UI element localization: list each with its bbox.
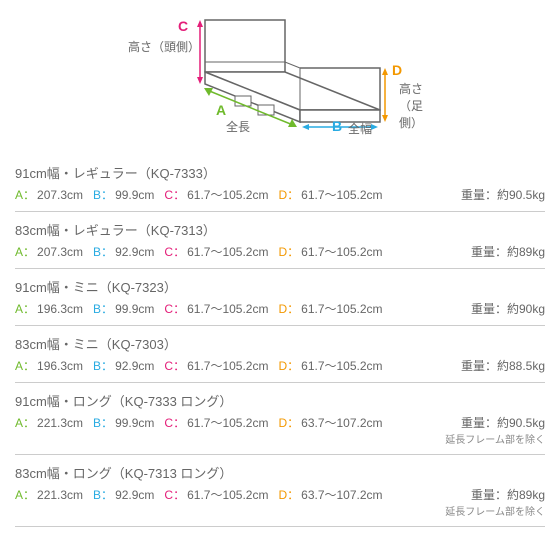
spec-row: A：207.3cmB：92.9cmC：61.7～105.2cmD：61.7～10… [15,243,545,260]
dim-key-c: C： [164,186,185,203]
spec-title: 91cm幅・レギュラー（KQ-7333） [15,163,545,182]
weight-value: 重量：約90kg [471,302,545,316]
dim-val-b: 99.9cm [115,188,154,202]
weight-value: 重量：約88.5kg [461,359,545,373]
bed-diagram: C 高さ（頭側） D 高さ（足側） A 全長 B 全幅 [130,10,430,140]
dim-val-d: 61.7～105.2cm [301,300,382,317]
spec-row: A：221.3cm B：92.9cm C：61.7～105.2cm D：63.7～10… [15,486,545,518]
dim-key-b: B： [93,414,113,431]
weight-col: 重量：約89kg延長フレーム部を除く [445,486,545,518]
spec-block: 91cm幅・レギュラー（KQ-7333）A：207.3cmB：99.9cmC：6… [15,155,545,212]
dim-key-b: B： [93,300,113,317]
spec-block: 83cm幅・レギュラー（KQ-7313）A：207.3cmB：92.9cmC：6… [15,212,545,269]
dim-val-a: 221.3cm [37,488,83,502]
dim-val-c: 61.7～105.2cm [187,300,268,317]
dim-val-b: 92.9cm [115,488,154,502]
dim-val-b: 99.9cm [115,416,154,430]
dim-val-d: 61.7～105.2cm [301,186,382,203]
dim-val-a: 207.3cm [37,245,83,259]
dim-key-c: C： [164,357,185,374]
dim-key-b: B： [93,357,113,374]
dim-key-d: D： [278,357,299,374]
weight-value: 重量：約90.5kg [461,188,545,202]
spec-row: A：221.3cm B：99.9cm C：61.7～105.2cm D：63.7～10… [15,414,545,446]
weight-value: 重量：約90.5kg [461,416,545,430]
dim-val-d: 63.7～107.2cm [301,486,382,503]
spec-title: 91cm幅・ロング（KQ-7333 ロング） [15,391,545,410]
weight-value: 重量：約89kg [471,245,545,259]
dim-val-a: 207.3cm [37,188,83,202]
dim-val-c: 61.7～105.2cm [187,357,268,374]
spec-title: 83cm幅・レギュラー（KQ-7313） [15,220,545,239]
spec-title: 91cm幅・ミニ（KQ-7323） [15,277,545,296]
spec-block: 83cm幅・ミニ（KQ-7303）A：196.3cmB：92.9cmC：61.7… [15,326,545,383]
label-a-letter: A [216,102,226,118]
label-b-text: 全幅 [348,120,372,137]
dim-key-d: D： [278,243,299,260]
dim-val-a: 196.3cm [37,302,83,316]
dim-val-d: 61.7～105.2cm [301,357,382,374]
dim-key-a: A： [15,414,35,431]
spec-title: 83cm幅・ミニ（KQ-7303） [15,334,545,353]
weight-col: 重量：約90kg [471,300,545,317]
dim-key-b: B： [93,486,113,503]
label-a-text: 全長 [226,118,250,135]
spec-row: A：207.3cmB：99.9cmC：61.7～105.2cmD：61.7～10… [15,186,545,203]
spec-row: A：196.3cmB：99.9cmC：61.7～105.2cmD：61.7～10… [15,300,545,317]
dim-key-d: D： [278,186,299,203]
label-c-text: 高さ（頭側） [128,38,200,55]
dim-key-a: A： [15,357,35,374]
dim-key-b: B： [93,186,113,203]
dim-val-b: 92.9cm [115,359,154,373]
dim-key-d: D： [278,300,299,317]
dim-val-c: 61.7～105.2cm [187,186,268,203]
weight-note: 延長フレーム部を除く [445,503,545,518]
dim-key-c: C： [164,243,185,260]
dim-key-a: A： [15,186,35,203]
weight-note: 延長フレーム部を除く [445,431,545,446]
dim-val-c: 61.7～105.2cm [187,414,268,431]
dim-key-c: C： [164,414,185,431]
dim-val-c: 61.7～105.2cm [187,243,268,260]
spec-title: 83cm幅・ロング（KQ-7313 ロング） [15,463,545,482]
dim-val-a: 196.3cm [37,359,83,373]
spec-block: 83cm幅・ロング（KQ-7313 ロング） A：221.3cm B：92.9cm C… [15,455,545,527]
dim-key-a: A： [15,243,35,260]
dim-val-a: 221.3cm [37,416,83,430]
specs-list: 91cm幅・レギュラー（KQ-7333）A：207.3cmB：99.9cmC：6… [15,155,545,527]
weight-col: 重量：約88.5kg [461,357,545,374]
spec-block: 91cm幅・ロング（KQ-7333 ロング） A：221.3cm B：99.9cm C… [15,383,545,455]
dim-key-a: A： [15,300,35,317]
label-c-letter: C [178,18,188,34]
dim-val-b: 99.9cm [115,302,154,316]
dim-key-c: C： [164,300,185,317]
dim-val-d: 61.7～105.2cm [301,243,382,260]
weight-value: 重量：約89kg [471,488,545,502]
label-b-letter: B [332,118,342,134]
bed-svg [130,10,430,140]
label-d-letter: D [392,62,402,78]
label-d-text: 高さ（足側） [392,80,430,131]
weight-col: 重量：約90.5kg [461,186,545,203]
dim-val-d: 63.7～107.2cm [301,414,382,431]
dim-key-d: D： [278,486,299,503]
dim-key-b: B： [93,243,113,260]
dim-key-a: A： [15,486,35,503]
weight-col: 重量：約90.5kg延長フレーム部を除く [445,414,545,446]
weight-col: 重量：約89kg [471,243,545,260]
dim-key-d: D： [278,414,299,431]
spec-row: A：196.3cmB：92.9cmC：61.7～105.2cmD：61.7～10… [15,357,545,374]
dim-val-c: 61.7～105.2cm [187,486,268,503]
dim-val-b: 92.9cm [115,245,154,259]
dim-key-c: C： [164,486,185,503]
spec-block: 91cm幅・ミニ（KQ-7323）A：196.3cmB：99.9cmC：61.7… [15,269,545,326]
